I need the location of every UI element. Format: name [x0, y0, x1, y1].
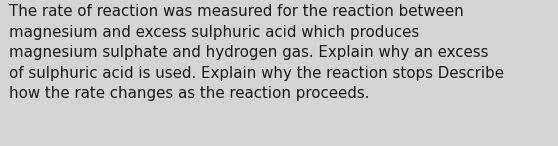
Text: The rate of reaction was measured for the reaction between
magnesium and excess : The rate of reaction was measured for th… [9, 4, 504, 101]
